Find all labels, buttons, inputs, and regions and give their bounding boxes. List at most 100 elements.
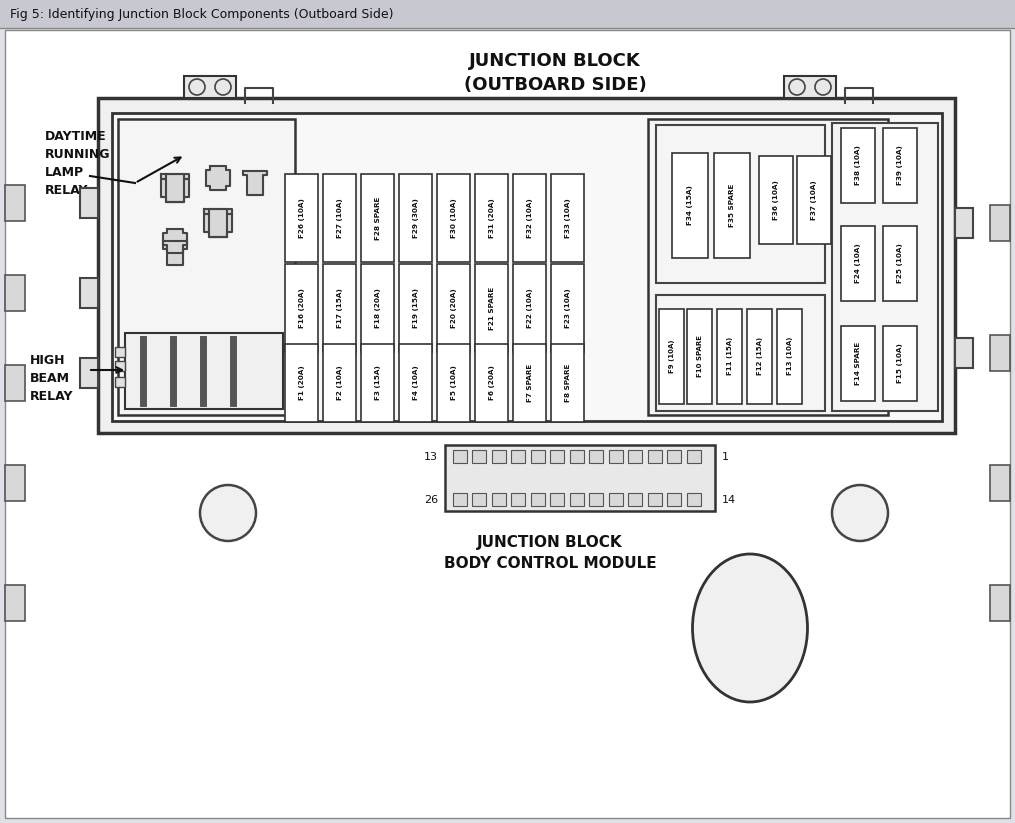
Bar (115, 347, 125, 357)
Bar (5, 585, 25, 621)
Polygon shape (163, 229, 187, 253)
Bar (361, 174, 395, 262)
Bar (514, 344, 546, 422)
Bar (285, 174, 319, 262)
Polygon shape (161, 174, 189, 202)
Bar (115, 377, 125, 387)
Bar (990, 465, 1010, 501)
Bar (400, 344, 432, 422)
Bar (656, 295, 825, 411)
Text: F10 SPARE: F10 SPARE (697, 335, 703, 377)
Bar (672, 152, 708, 258)
Bar (648, 450, 662, 463)
Text: F30 (10A): F30 (10A) (451, 198, 457, 238)
Bar (777, 309, 803, 403)
Bar (0, 0, 1015, 28)
Text: JUNCTION BLOCK
BODY CONTROL MODULE: JUNCTION BLOCK BODY CONTROL MODULE (444, 535, 657, 571)
Bar (551, 344, 585, 422)
Polygon shape (163, 241, 187, 265)
Bar (648, 493, 662, 506)
Bar (628, 450, 642, 463)
Bar (492, 493, 506, 506)
Bar (955, 338, 973, 368)
Circle shape (200, 485, 256, 541)
Text: F14 SPARE: F14 SPARE (855, 342, 861, 384)
Polygon shape (204, 209, 232, 237)
Text: F37 (10A): F37 (10A) (811, 180, 817, 220)
Text: F28 SPARE: F28 SPARE (375, 197, 381, 239)
Text: F6 (20A): F6 (20A) (489, 365, 495, 401)
Bar (514, 174, 546, 262)
Polygon shape (243, 171, 267, 195)
Text: F13 (10A): F13 (10A) (787, 337, 793, 375)
Bar (492, 450, 506, 463)
Bar (531, 450, 545, 463)
Circle shape (815, 79, 831, 95)
Text: F9 (10A): F9 (10A) (669, 339, 675, 373)
Text: F18 (20A): F18 (20A) (375, 288, 381, 328)
Bar (285, 344, 319, 422)
Text: F2 (10A): F2 (10A) (337, 365, 343, 400)
Text: F25 (10A): F25 (10A) (897, 243, 903, 283)
Text: F33 (10A): F33 (10A) (565, 198, 571, 238)
Polygon shape (206, 166, 230, 190)
Text: 14: 14 (722, 495, 736, 505)
Bar (184, 76, 236, 98)
Bar (990, 585, 1010, 621)
Bar (990, 205, 1010, 241)
Bar (570, 450, 584, 463)
Text: F12 (15A): F12 (15A) (757, 337, 763, 375)
Circle shape (189, 79, 205, 95)
Bar (512, 450, 526, 463)
Text: F34 (15A): F34 (15A) (687, 185, 693, 225)
Text: F7 SPARE: F7 SPARE (527, 364, 533, 402)
Bar (5, 185, 25, 221)
Bar (628, 493, 642, 506)
Text: F36 (10A): F36 (10A) (773, 180, 779, 220)
Bar (759, 156, 793, 244)
Text: F23 (10A): F23 (10A) (565, 288, 571, 328)
Bar (551, 174, 585, 262)
Bar (400, 174, 432, 262)
Text: F27 (10A): F27 (10A) (337, 198, 343, 238)
Bar (512, 493, 526, 506)
Bar (514, 264, 546, 352)
Text: F16 (20A): F16 (20A) (299, 288, 304, 328)
Bar (324, 264, 356, 352)
Bar (797, 156, 831, 244)
Bar (550, 493, 564, 506)
Bar (718, 309, 743, 403)
Text: F19 (15A): F19 (15A) (413, 288, 419, 328)
Bar (668, 450, 681, 463)
Bar (747, 309, 772, 403)
Bar (324, 344, 356, 422)
Bar (5, 465, 25, 501)
Bar (473, 493, 486, 506)
Bar (841, 326, 875, 401)
Bar (98, 98, 955, 433)
Text: F21 SPARE: F21 SPARE (489, 286, 495, 330)
Bar (324, 174, 356, 262)
Bar (361, 264, 395, 352)
Bar (883, 128, 917, 202)
Text: F35 SPARE: F35 SPARE (729, 184, 735, 226)
Bar (118, 119, 295, 415)
Text: F11 (15A): F11 (15A) (727, 337, 733, 375)
Text: F4 (10A): F4 (10A) (413, 365, 419, 400)
Text: F1 (20A): F1 (20A) (299, 365, 304, 400)
Text: F22 (10A): F22 (10A) (527, 288, 533, 328)
Bar (80, 358, 98, 388)
Bar (445, 445, 715, 511)
Bar (590, 450, 604, 463)
Bar (550, 450, 564, 463)
Circle shape (789, 79, 805, 95)
Bar (112, 113, 942, 421)
Bar (883, 326, 917, 401)
Text: F3 (15A): F3 (15A) (375, 365, 381, 401)
Bar (570, 493, 584, 506)
Circle shape (832, 485, 888, 541)
Bar (80, 188, 98, 218)
Bar (531, 493, 545, 506)
Text: 26: 26 (424, 495, 438, 505)
Bar (784, 76, 836, 98)
